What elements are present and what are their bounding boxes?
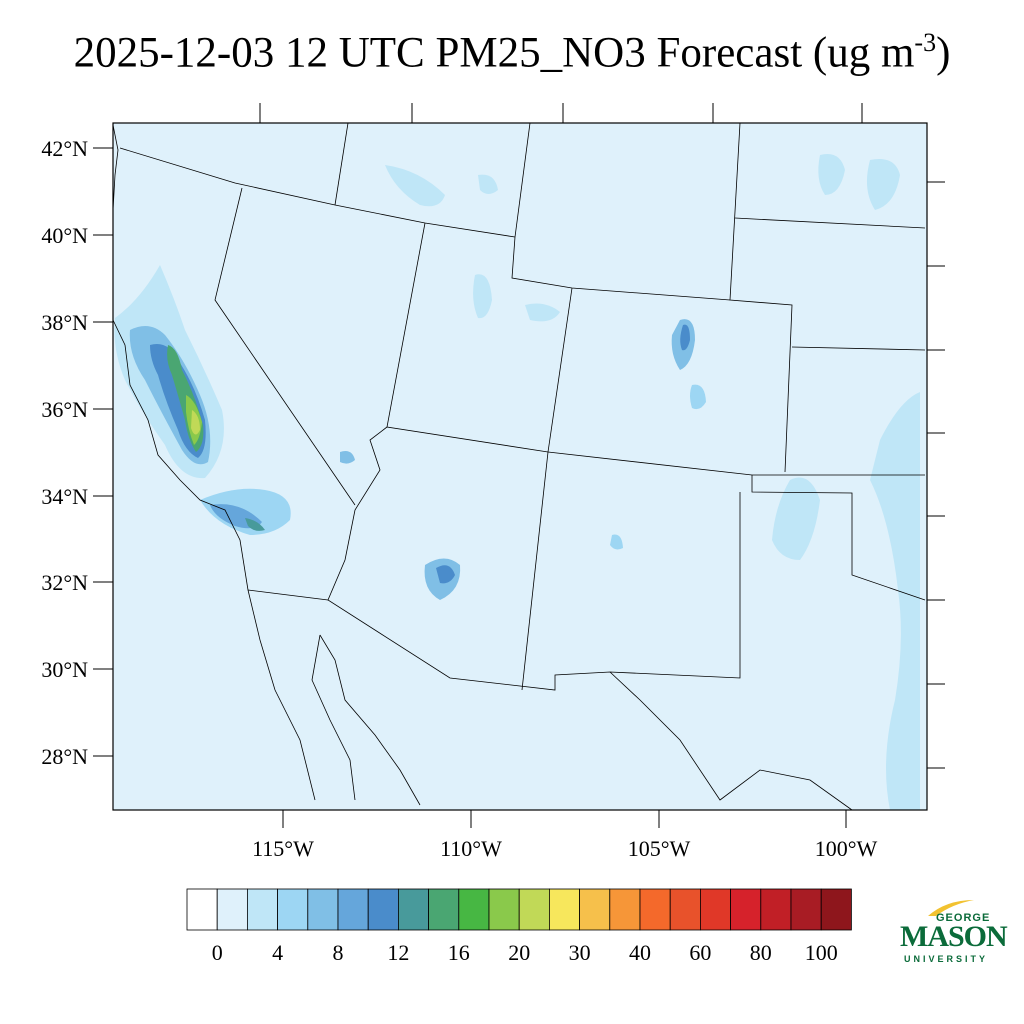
colorbar-swatch [397, 888, 429, 931]
longitude-labels: 115°W 110°W 105°W 100°W [252, 836, 877, 861]
field-colorado-south [690, 384, 706, 410]
field-cv-max [191, 410, 200, 435]
colorbar-label: 20 [508, 940, 530, 965]
bottom-ticks [282, 810, 847, 828]
field-lasvegas [340, 451, 355, 464]
colorbar-label: 4 [272, 940, 283, 965]
field-nebraska [818, 154, 845, 195]
colorbar-swatch [458, 888, 490, 931]
colorbar-swatch [639, 888, 671, 931]
right-ticks [927, 181, 945, 769]
logo-swoosh-icon [928, 900, 974, 916]
lat-label-30: 30°N [41, 657, 88, 682]
field-eastern-plains [870, 392, 920, 810]
latitude-labels: 42°N 40°N 38°N 36°N 34°N 32°N 30°N 28°N [41, 136, 88, 769]
map-frame [112, 122, 928, 811]
colorbar-swatch [790, 888, 822, 931]
field-nm [610, 534, 623, 550]
field-utah-east [525, 303, 560, 322]
concentration-fields [114, 154, 920, 810]
field-kansas [772, 477, 820, 560]
colorbar-label: 30 [569, 940, 591, 965]
colorbar-label: 16 [448, 940, 470, 965]
colorbar-label: 60 [689, 940, 711, 965]
lat-label-28: 28°N [41, 744, 88, 769]
lon-label-115: 115°W [252, 836, 314, 861]
colorbar-swatch [246, 888, 278, 931]
colorbar-label: 40 [629, 940, 651, 965]
field-wyoming [478, 174, 498, 194]
colorbar-swatch [186, 888, 218, 931]
colorbar-swatch [488, 888, 520, 931]
colorbar-swatch [367, 888, 399, 931]
field-dakota [866, 159, 900, 210]
colorbar-swatch [428, 888, 460, 931]
field-idaho [385, 165, 445, 207]
colorbar-swatch [549, 888, 581, 931]
colorbar-label: 0 [212, 940, 223, 965]
colorbar-swatch [307, 888, 339, 931]
lat-label-42: 42°N [41, 136, 88, 161]
colorbar-swatch [609, 888, 641, 931]
colorbar-swatch [669, 888, 701, 931]
colorbar-swatch [730, 888, 762, 931]
field-socal-hot [245, 518, 265, 531]
colorbar-swatch [700, 888, 732, 931]
colorbar-swatch [820, 888, 852, 931]
lat-label-34: 34°N [41, 484, 88, 509]
field-utah [473, 274, 492, 319]
colorbar [186, 888, 852, 931]
colorbar-swatch [277, 888, 309, 931]
colorbar-swatch [337, 888, 369, 931]
colorbar-swatch [579, 888, 611, 931]
map-background [113, 123, 927, 810]
state-borders [119, 122, 926, 811]
lat-label-40: 40°N [41, 223, 88, 248]
lon-label-110: 110°W [440, 836, 502, 861]
top-ticks [259, 103, 863, 123]
left-ticks [93, 147, 113, 757]
logo-line-george: GEORGE [936, 912, 991, 924]
colorbar-swatch [760, 888, 792, 931]
gmu-logo: GEORGE MASON UNIVERSITY [898, 898, 1008, 968]
lat-label-36: 36°N [41, 397, 88, 422]
field-arizona-core [436, 565, 455, 584]
colorbar-label: 80 [750, 940, 772, 965]
lon-label-100: 100°W [815, 836, 878, 861]
logo-line-university: UNIVERSITY [904, 954, 989, 964]
lon-label-105: 105°W [628, 836, 691, 861]
lat-label-38: 38°N [41, 310, 88, 335]
coastlines [112, 124, 421, 806]
colorbar-labels: 0 4 8 12 16 20 30 40 60 80 100 [212, 940, 838, 965]
field-colorado-core [680, 324, 690, 351]
logo-line-mason: MASON [900, 920, 1008, 953]
colorbar-label: 12 [387, 940, 409, 965]
lat-label-32: 32°N [41, 570, 88, 595]
colorbar-swatch [216, 888, 248, 931]
colorbar-label: 100 [805, 940, 838, 965]
colorbar-swatch [518, 888, 550, 931]
colorbar-label: 8 [333, 940, 344, 965]
map-title: 2025-12-03 12 UTC PM25_NO3 Forecast (ug … [73, 28, 951, 77]
